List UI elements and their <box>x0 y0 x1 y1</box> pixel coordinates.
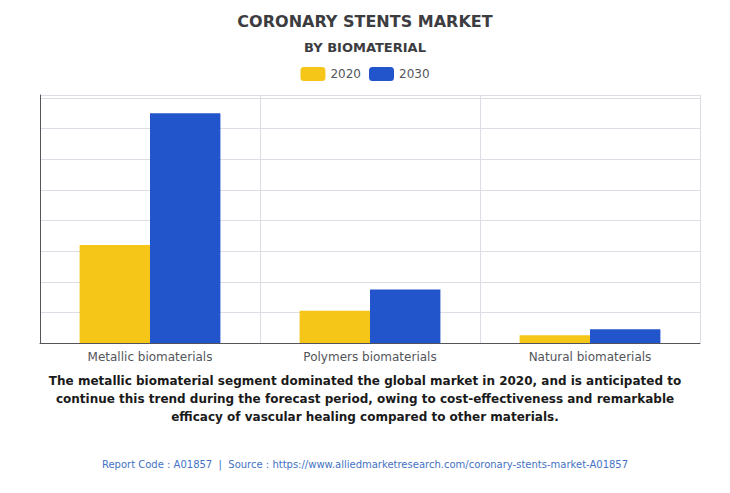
svg-text:The metallic biomaterial segme: The metallic biomaterial segment dominat… <box>49 374 681 388</box>
svg-text:Polymers biomaterials: Polymers biomaterials <box>303 350 436 364</box>
svg-text:Metallic biomaterials: Metallic biomaterials <box>88 350 213 364</box>
svg-text:CORONARY STENTS MARKET: CORONARY STENTS MARKET <box>237 12 492 31</box>
svg-text:2020: 2020 <box>330 67 361 81</box>
svg-text:efficacy of vascular healing c: efficacy of vascular healing compared to… <box>171 410 559 424</box>
svg-text:Natural biomaterials: Natural biomaterials <box>529 350 652 364</box>
svg-text:2030: 2030 <box>399 67 430 81</box>
svg-text:BY BIOMATERIAL: BY BIOMATERIAL <box>304 40 426 55</box>
svg-text:Report Code : A01857 | Sourc: Report Code : A01857 | Source : https://… <box>102 459 628 471</box>
svg-text:continue this trend during the: continue this trend during the forecast … <box>56 392 674 406</box>
